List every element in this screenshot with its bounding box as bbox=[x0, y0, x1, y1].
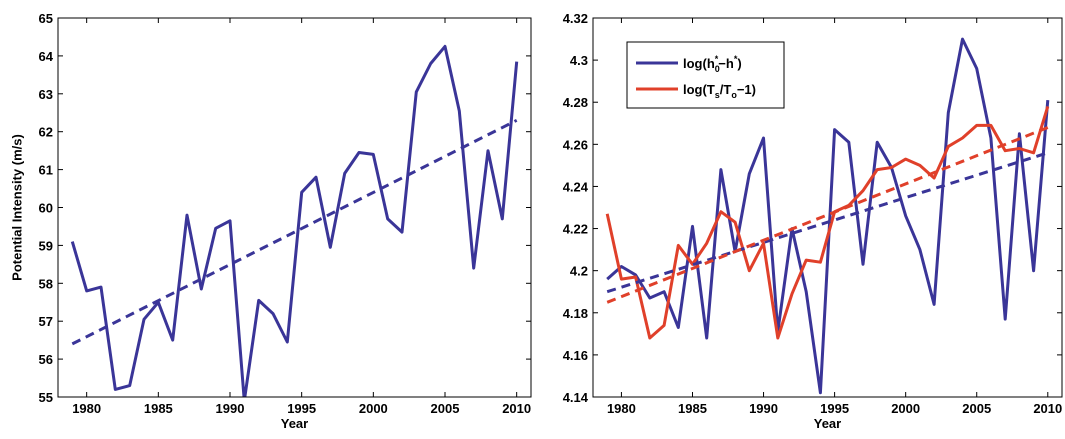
right-series-layer bbox=[605, 37, 1050, 395]
left-y-axis-label: Potential Intensity (m/s) bbox=[9, 134, 24, 281]
x-tick-label: 1980 bbox=[607, 401, 636, 416]
x-tick-label: 1990 bbox=[749, 401, 778, 416]
x-tick-label: 1995 bbox=[287, 401, 316, 416]
y-tick-label: 4.26 bbox=[563, 137, 588, 152]
y-tick-label: 4.22 bbox=[563, 222, 588, 237]
legend-entry-blue: log(h0*−h*) bbox=[683, 54, 742, 74]
chart-right: 1980 1985 1990 1995 2000 2005 2010 4.14 4.16 4.18… bbox=[563, 11, 1063, 431]
left-series-1-line bbox=[71, 118, 518, 346]
x-tick-label: 1995 bbox=[820, 401, 849, 416]
x-tick-label: 1985 bbox=[678, 401, 707, 416]
x-tick-label: 2005 bbox=[431, 401, 460, 416]
y-tick-label: 4.28 bbox=[563, 95, 588, 110]
right-plot-frame bbox=[592, 17, 1063, 398]
y-tick-label: 63 bbox=[39, 87, 53, 102]
y-tick-label: 65 bbox=[39, 11, 53, 26]
y-tick-label: 61 bbox=[39, 163, 53, 178]
left-series-layer bbox=[70, 44, 519, 397]
y-tick-label: 4.18 bbox=[563, 306, 588, 321]
right-ticks: 1980 1985 1990 1995 2000 2005 2010 4.14 4.16 4.18… bbox=[563, 11, 1063, 416]
x-tick-label: 2010 bbox=[1033, 401, 1062, 416]
y-tick-label: 58 bbox=[39, 276, 53, 291]
y-tick-label: 4.2 bbox=[570, 264, 588, 279]
x-tick-label: 2000 bbox=[891, 401, 920, 416]
left-ticks: 1980 1985 1990 1995 2000 2005 2010 55 56 57 58 59 60… bbox=[39, 11, 532, 416]
x-tick-label: 2005 bbox=[962, 401, 991, 416]
x-tick-label: 1990 bbox=[216, 401, 245, 416]
y-tick-label: 56 bbox=[39, 352, 53, 367]
x-tick-label: 1980 bbox=[72, 401, 101, 416]
x-tick-label: 2000 bbox=[359, 401, 388, 416]
x-tick-label: 1985 bbox=[144, 401, 173, 416]
right-x-axis-label: Year bbox=[814, 416, 841, 431]
y-tick-label: 57 bbox=[39, 314, 53, 329]
right-series-0-line bbox=[606, 37, 1050, 395]
y-tick-label: 4.24 bbox=[563, 179, 589, 194]
chart-left: 1980 1985 1990 1995 2000 2005 2010 55 56 57 58 59 60… bbox=[9, 11, 532, 431]
legend: log(h0*−h*) log(Ts/To−1) bbox=[626, 41, 785, 109]
legend-entry-red: log(Ts/To−1) bbox=[683, 82, 756, 100]
y-tick-label: 62 bbox=[39, 125, 53, 140]
left-series-0-line bbox=[70, 44, 519, 397]
y-tick-label: 4.14 bbox=[563, 390, 589, 405]
y-tick-label: 64 bbox=[39, 49, 54, 64]
y-tick-label: 4.32 bbox=[563, 11, 588, 26]
y-tick-label: 59 bbox=[39, 238, 53, 253]
right-series-2-line bbox=[606, 151, 1049, 294]
left-plot-frame bbox=[57, 17, 532, 398]
right-series-1-line bbox=[605, 105, 1050, 340]
y-tick-label: 60 bbox=[39, 201, 53, 216]
legend-box bbox=[626, 41, 785, 109]
x-tick-label: 2010 bbox=[502, 401, 531, 416]
y-tick-label: 4.3 bbox=[570, 53, 588, 68]
y-tick-label: 4.16 bbox=[563, 348, 588, 363]
y-tick-label: 55 bbox=[39, 390, 53, 405]
left-x-axis-label: Year bbox=[281, 416, 308, 431]
right-series-3-line bbox=[606, 126, 1049, 304]
